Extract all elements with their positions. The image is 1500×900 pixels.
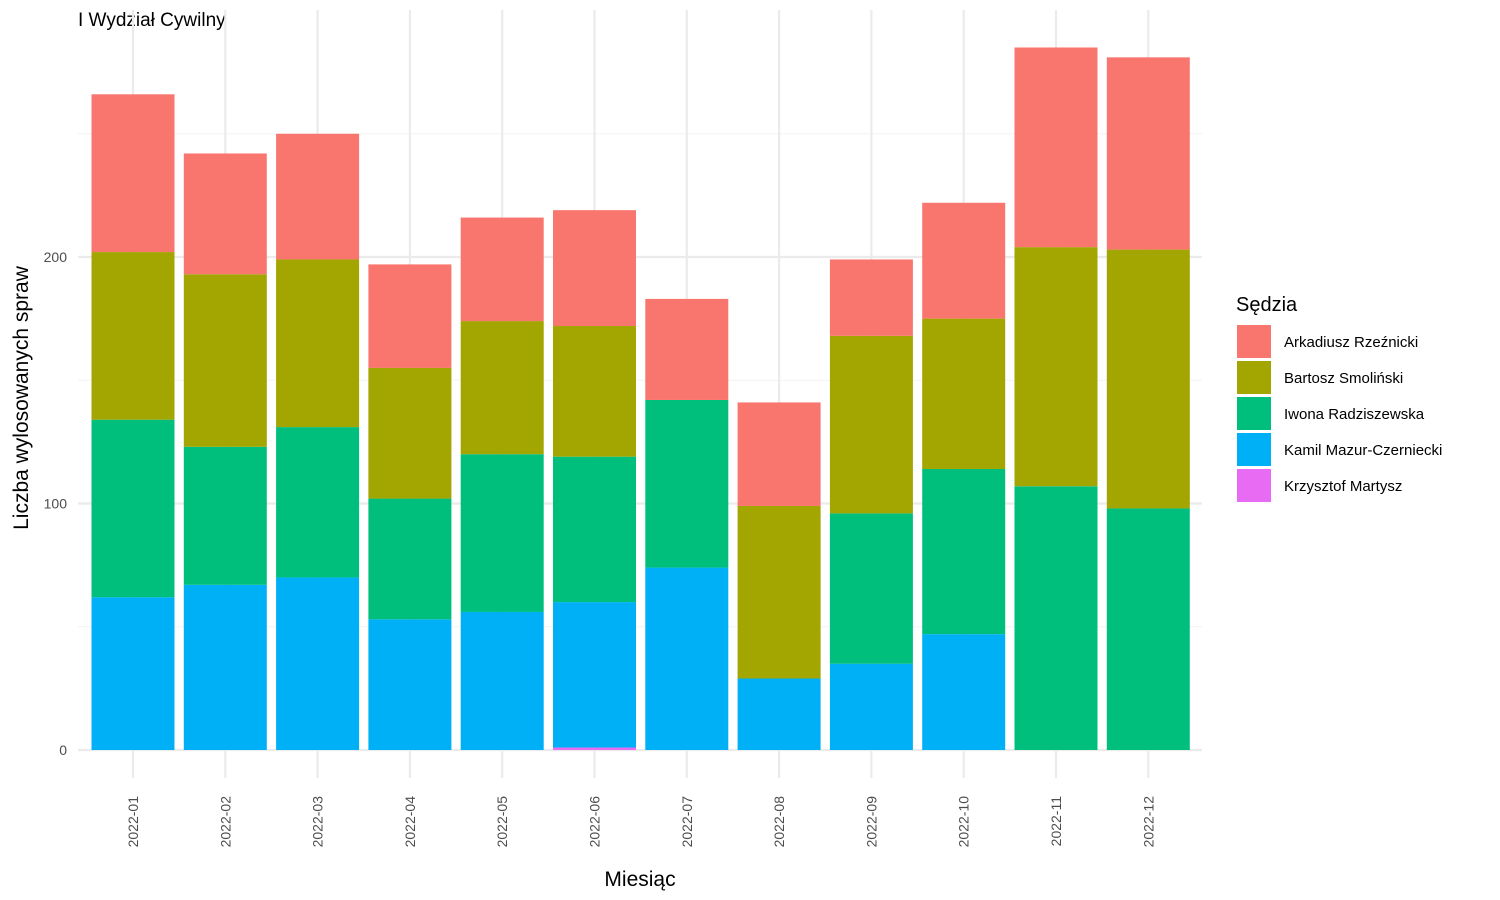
bar-iwona-radziszewska-2022-11 <box>1014 486 1098 750</box>
x-tick-label: 2022-01 <box>125 796 141 848</box>
bar-iwona-radziszewska-2022-05 <box>460 454 544 612</box>
legend: Sędzia Arkadiusz Rzeźnicki Bartosz Smoliń… <box>1236 294 1442 502</box>
bar-bartosz-smolinski-2022-04 <box>368 367 452 499</box>
y-tick-label: 0 <box>59 742 67 758</box>
x-tick-label: 2022-10 <box>956 796 972 848</box>
bar-arkadiusz-rzeznicki-2022-10 <box>922 202 1006 319</box>
x-tick-label: 2022-03 <box>310 796 326 848</box>
legend-swatch-arkadiusz-rzeznicki <box>1237 325 1271 358</box>
x-tick-label: 2022-06 <box>587 796 603 848</box>
x-axis-title: Miesiąc <box>604 868 675 891</box>
x-tick-label: 2022-09 <box>863 796 879 848</box>
y-tick-label: 100 <box>44 496 68 512</box>
bar-arkadiusz-rzeznicki-2022-01 <box>91 94 175 253</box>
x-tick-label: 2022-05 <box>494 796 510 848</box>
x-tick-label: 2022-07 <box>679 796 695 848</box>
bar-krzysztof-martysz-2022-06 <box>553 747 636 750</box>
legend-swatch-kamil-mazur-czerniecki <box>1237 433 1271 466</box>
legend-label-kamil-mazur-czerniecki: Kamil Mazur-Czerniecki <box>1284 442 1442 459</box>
x-tick-label: 2022-04 <box>402 796 418 848</box>
bar-bartosz-smolinski-2022-01 <box>91 252 175 420</box>
bar-arkadiusz-rzeznicki-2022-07 <box>645 298 729 400</box>
bar-iwona-radziszewska-2022-01 <box>91 419 175 598</box>
legend-swatch-iwona-radziszewska <box>1237 397 1271 430</box>
bars <box>91 47 1190 750</box>
bar-kamil-mazur-czerniecki-2022-08 <box>737 678 821 750</box>
bar-iwona-radziszewska-2022-10 <box>922 468 1006 635</box>
bar-arkadiusz-rzeznicki-2022-06 <box>553 210 636 327</box>
legend-label-bartosz-smolinski: Bartosz Smoliński <box>1284 370 1403 387</box>
bar-iwona-radziszewska-2022-09 <box>829 513 913 664</box>
bar-kamil-mazur-czerniecki-2022-10 <box>922 634 1006 750</box>
bar-arkadiusz-rzeznicki-2022-03 <box>276 133 360 260</box>
bar-bartosz-smolinski-2022-10 <box>922 318 1006 469</box>
bar-kamil-mazur-czerniecki-2022-05 <box>460 611 544 750</box>
bar-iwona-radziszewska-2022-12 <box>1106 508 1190 750</box>
bar-iwona-radziszewska-2022-04 <box>368 498 452 620</box>
x-tick-label: 2022-08 <box>771 796 787 848</box>
bar-arkadiusz-rzeznicki-2022-11 <box>1014 47 1098 248</box>
y-tick-label: 200 <box>44 249 68 265</box>
bar-bartosz-smolinski-2022-11 <box>1014 247 1098 487</box>
bar-iwona-radziszewska-2022-03 <box>276 427 360 578</box>
bar-kamil-mazur-czerniecki-2022-07 <box>645 567 729 750</box>
bar-arkadiusz-rzeznicki-2022-05 <box>460 217 544 322</box>
bar-arkadiusz-rzeznicki-2022-09 <box>829 259 913 336</box>
bar-kamil-mazur-czerniecki-2022-09 <box>829 663 913 750</box>
bar-bartosz-smolinski-2022-09 <box>829 335 913 514</box>
bar-arkadiusz-rzeznicki-2022-12 <box>1106 57 1190 250</box>
bar-kamil-mazur-czerniecki-2022-04 <box>368 619 452 750</box>
bar-bartosz-smolinski-2022-02 <box>183 274 267 447</box>
legend-swatch-bartosz-smolinski <box>1237 361 1271 394</box>
bar-iwona-radziszewska-2022-07 <box>645 399 729 568</box>
bar-iwona-radziszewska-2022-02 <box>183 446 267 585</box>
chart-title: I Wydział Cywilny <box>78 10 226 31</box>
x-axis-ticks: 2022-01 2022-02 2022-03 2022-04 2022-05 2022-… <box>125 796 1156 848</box>
y-axis-title: Liczba wylosowanych spraw <box>10 265 33 530</box>
bar-bartosz-smolinski-2022-08 <box>737 505 821 679</box>
bar-kamil-mazur-czerniecki-2022-06 <box>553 602 636 748</box>
bar-arkadiusz-rzeznicki-2022-04 <box>368 264 452 368</box>
legend-swatch-krzysztof-martysz <box>1237 469 1271 502</box>
x-tick-label: 2022-12 <box>1140 796 1156 848</box>
bar-bartosz-smolinski-2022-12 <box>1106 249 1190 509</box>
bar-iwona-radziszewska-2022-06 <box>553 456 636 603</box>
bar-kamil-mazur-czerniecki-2022-01 <box>91 597 175 750</box>
bar-arkadiusz-rzeznicki-2022-08 <box>737 402 821 506</box>
bar-bartosz-smolinski-2022-05 <box>460 321 544 455</box>
bar-arkadiusz-rzeznicki-2022-02 <box>183 153 267 275</box>
legend-label-iwona-radziszewska: Iwona Radziszewska <box>1284 406 1425 423</box>
legend-title: Sędzia <box>1236 294 1298 316</box>
y-axis-ticks: 0 100 200 <box>44 249 68 758</box>
bar-kamil-mazur-czerniecki-2022-02 <box>183 584 267 750</box>
legend-label-arkadiusz-rzeznicki: Arkadiusz Rzeźnicki <box>1284 334 1418 351</box>
bar-bartosz-smolinski-2022-03 <box>276 259 360 428</box>
bar-bartosz-smolinski-2022-06 <box>553 326 636 457</box>
legend-label-krzysztof-martysz: Krzysztof Martysz <box>1284 478 1402 495</box>
bar-kamil-mazur-czerniecki-2022-03 <box>276 577 360 750</box>
x-tick-label: 2022-02 <box>217 796 233 848</box>
x-tick-label: 2022-11 <box>1048 796 1064 847</box>
